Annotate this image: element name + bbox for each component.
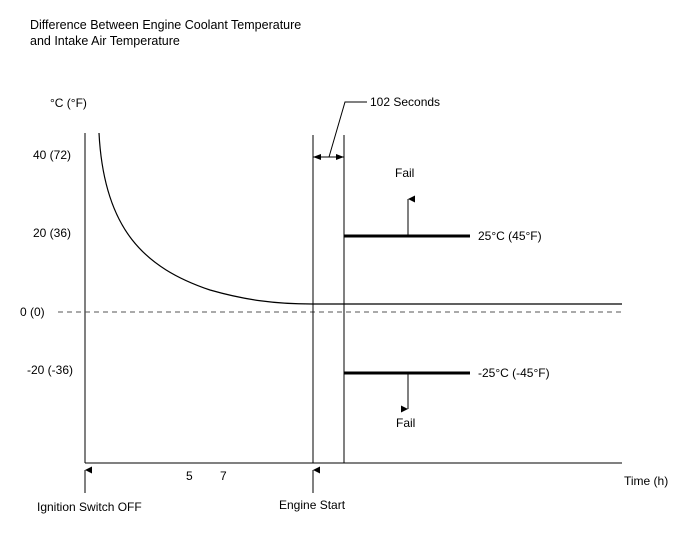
title-line-1: Difference Between Engine Coolant Temper… [30, 18, 302, 32]
ignition-off-label: Ignition Switch OFF [37, 500, 142, 514]
fail-lower-label: Fail [396, 416, 415, 430]
interval-leader-line [328, 101, 367, 158]
interval-label: 102 Seconds [370, 95, 440, 109]
y-tick-20: 20 (36) [33, 226, 71, 240]
interval-arrow-left [313, 154, 321, 160]
y-axis-unit: °C (°F) [50, 96, 87, 110]
fail-upper-label: Fail [395, 166, 414, 180]
interval-arrow-right [336, 154, 344, 160]
upper-threshold-label: 25°C (45°F) [478, 229, 542, 243]
y-tick-minus-20: -20 (-36) [27, 363, 73, 377]
diagram-title: Difference Between Engine Coolant Temper… [30, 17, 301, 49]
title-line-2: and Intake Air Temperature [30, 34, 180, 48]
y-tick-0: 0 (0) [20, 305, 45, 319]
x-axis-label: Time (h) [624, 474, 668, 488]
y-tick-40: 40 (72) [33, 148, 71, 162]
x-tick-7: 7 [220, 469, 227, 483]
lower-threshold-label: -25°C (-45°F) [478, 366, 550, 380]
temperature-difference-curve [98, 132, 622, 305]
engine-start-label: Engine Start [279, 498, 346, 512]
x-tick-5: 5 [186, 469, 193, 483]
